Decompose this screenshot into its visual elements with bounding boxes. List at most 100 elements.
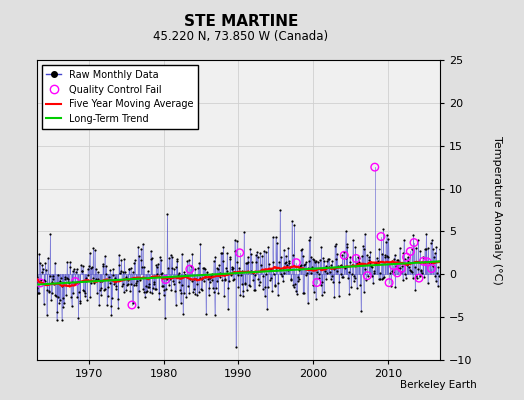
Point xyxy=(93,269,102,275)
Point xyxy=(404,258,412,264)
Point xyxy=(332,256,341,262)
Point xyxy=(245,282,253,288)
Point xyxy=(353,260,362,266)
Point xyxy=(191,266,199,272)
Point xyxy=(50,260,59,266)
Point xyxy=(349,237,357,243)
Point xyxy=(164,264,172,271)
Point xyxy=(231,237,239,244)
Point xyxy=(158,269,167,276)
Point xyxy=(185,289,193,296)
Point xyxy=(121,268,129,275)
Point xyxy=(53,309,61,315)
Point xyxy=(40,277,48,283)
Point xyxy=(173,256,182,263)
Point xyxy=(202,311,210,318)
Point xyxy=(325,263,333,270)
Point xyxy=(101,253,109,260)
Point xyxy=(233,238,242,244)
Point xyxy=(411,287,419,294)
Point xyxy=(388,268,397,274)
Point xyxy=(294,274,302,281)
Point xyxy=(76,300,84,306)
Point xyxy=(300,290,308,296)
Point xyxy=(66,259,74,265)
Point xyxy=(139,286,147,292)
Point xyxy=(235,265,243,271)
Point xyxy=(275,266,283,272)
Point xyxy=(147,256,156,262)
Point xyxy=(72,266,81,272)
Point xyxy=(36,260,44,266)
Point xyxy=(84,272,93,278)
Point xyxy=(91,278,100,284)
Point xyxy=(135,253,144,260)
Point xyxy=(272,266,280,273)
Point xyxy=(231,248,239,255)
Point xyxy=(66,264,74,270)
Point xyxy=(420,246,429,252)
Point xyxy=(171,302,180,308)
Text: 45.220 N, 73.850 W (Canada): 45.220 N, 73.850 W (Canada) xyxy=(154,30,329,43)
Point xyxy=(248,277,257,284)
Point xyxy=(174,272,182,278)
Point xyxy=(111,279,119,286)
Point xyxy=(331,241,340,247)
Point xyxy=(292,260,301,266)
Point xyxy=(214,290,223,296)
Point xyxy=(193,292,202,298)
Point xyxy=(125,266,133,272)
Point xyxy=(252,252,260,258)
Point xyxy=(383,253,391,259)
Point xyxy=(234,284,243,290)
Point xyxy=(285,260,293,266)
Point xyxy=(83,266,92,272)
Point xyxy=(419,258,428,264)
Point xyxy=(43,255,52,261)
Point xyxy=(298,253,307,259)
Point xyxy=(60,275,69,282)
Point xyxy=(139,264,148,270)
Point xyxy=(149,284,157,291)
Point xyxy=(271,234,280,240)
Point xyxy=(100,287,108,293)
Point xyxy=(356,261,364,268)
Point xyxy=(42,312,51,318)
Point xyxy=(113,277,121,284)
Point xyxy=(409,231,418,238)
Point xyxy=(184,282,192,289)
Point xyxy=(369,280,377,286)
Point xyxy=(225,254,234,260)
Point xyxy=(352,255,361,262)
Point xyxy=(202,269,211,276)
Point xyxy=(392,257,401,263)
Point xyxy=(190,286,199,292)
Point xyxy=(132,280,140,286)
Point xyxy=(70,266,78,272)
Point xyxy=(184,256,193,263)
Point xyxy=(435,273,443,280)
Point xyxy=(303,270,311,277)
Point xyxy=(113,296,122,302)
Point xyxy=(244,259,253,265)
Point xyxy=(345,290,354,297)
Point xyxy=(116,268,125,274)
Point xyxy=(216,274,225,281)
Point xyxy=(134,304,142,310)
Point xyxy=(126,288,134,294)
Point xyxy=(53,294,62,300)
Point xyxy=(369,270,378,276)
Point xyxy=(151,286,159,292)
Point xyxy=(82,278,91,284)
Point xyxy=(125,266,134,273)
Point xyxy=(354,254,362,260)
Point xyxy=(204,292,213,298)
Point xyxy=(425,260,434,266)
Point xyxy=(427,265,435,272)
Point xyxy=(109,266,117,272)
Point xyxy=(224,284,233,291)
Point xyxy=(118,283,126,290)
Point xyxy=(240,229,248,236)
Point xyxy=(63,259,71,265)
Point xyxy=(68,279,77,285)
